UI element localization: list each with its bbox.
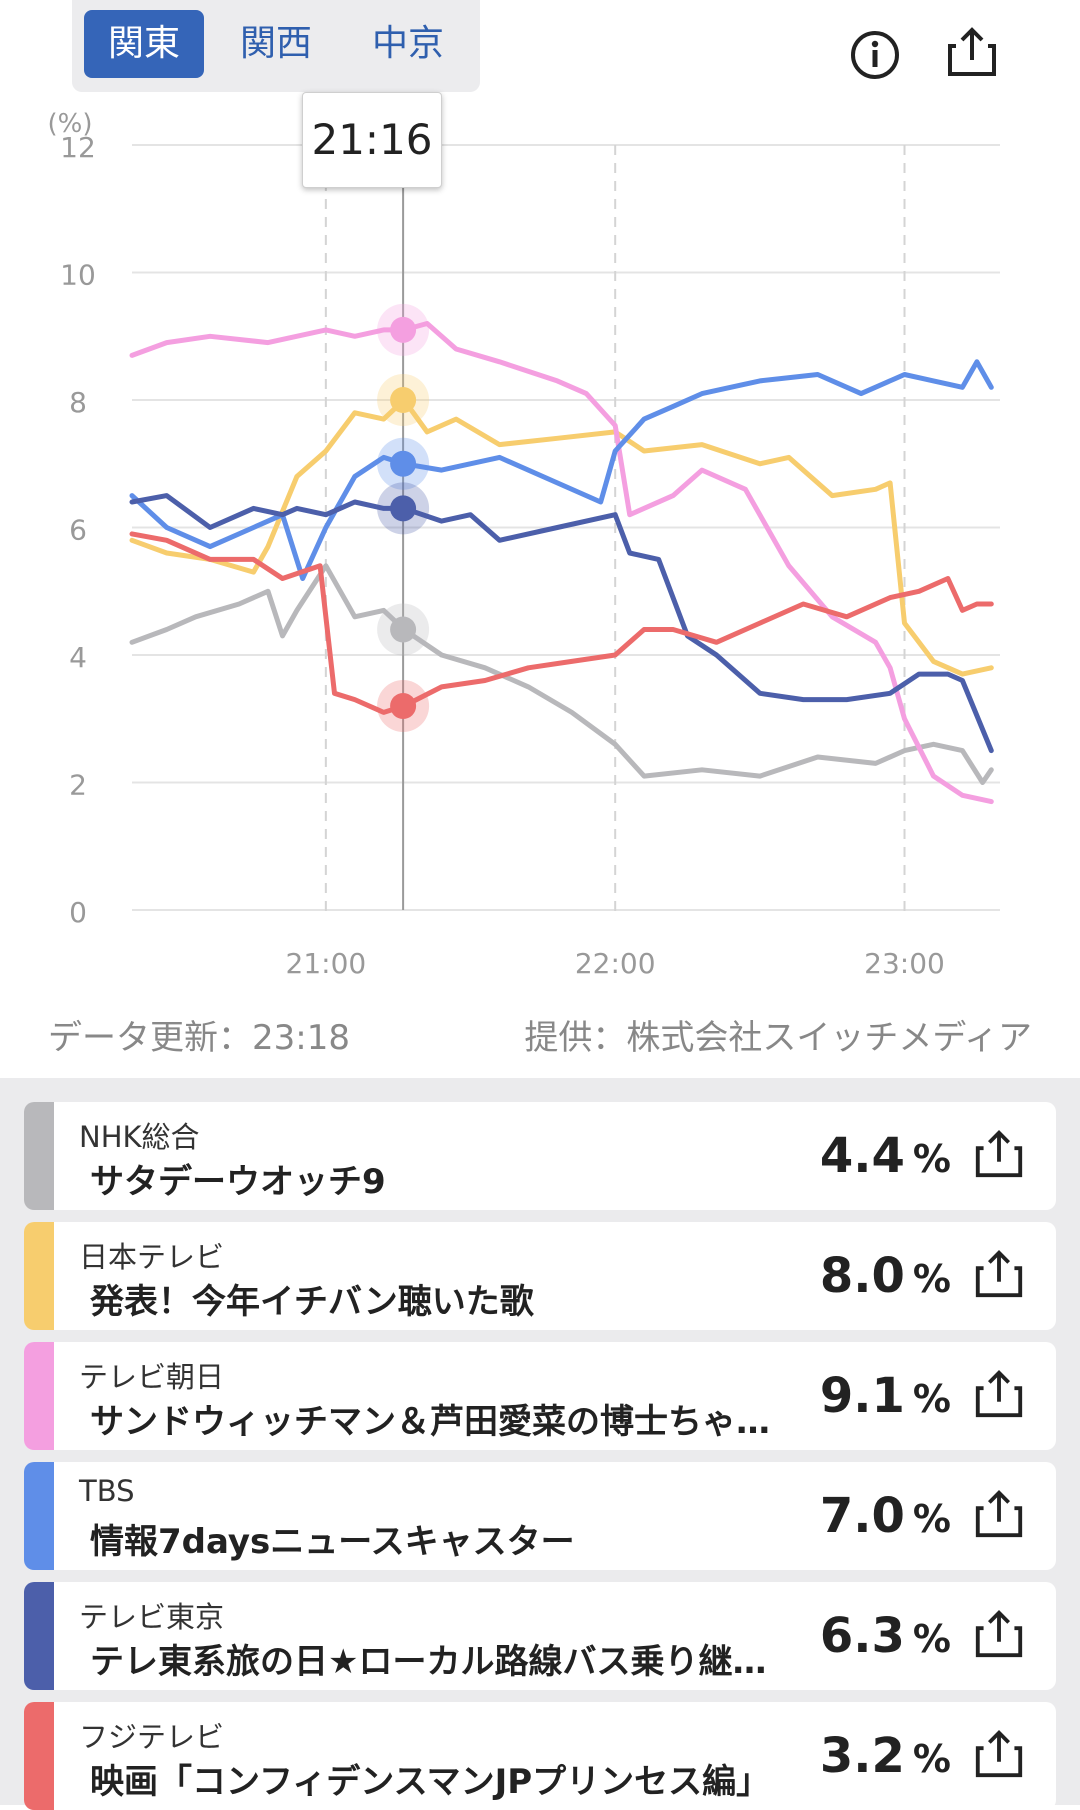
rating: 9.1% xyxy=(820,1368,951,1424)
data-provider-label: 提供：株式会社スイッチメディア xyxy=(524,1018,1032,1058)
y-tick-label: 8 xyxy=(69,386,87,419)
y-tick-label: 2 xyxy=(69,769,87,802)
channel-card-fuji-tv[interactable]: フジテレビ 映画「コンフィデンスマンJPプリンセス編」 3.2% xyxy=(24,1702,1056,1810)
channel-card-nhk[interactable]: NHK総合 サタデーウオッチ9 4.4% xyxy=(24,1102,1056,1210)
series-line xyxy=(129,531,994,715)
x-tick-label: 21:00 xyxy=(286,947,367,980)
rating-value: 9.1 xyxy=(819,1368,905,1424)
rating-value: 4.4 xyxy=(819,1128,905,1184)
rating-unit: % xyxy=(912,1617,951,1661)
series-marker xyxy=(390,316,417,343)
channel-name: フジテレビ xyxy=(79,1720,225,1754)
rating: 8.0% xyxy=(820,1248,951,1304)
channel-name: テレビ東京 xyxy=(79,1600,225,1634)
y-tick-label: 12 xyxy=(60,131,96,164)
rating: 6.3% xyxy=(820,1608,951,1664)
series-marker xyxy=(390,450,417,477)
tab-chukyo[interactable]: 中京 xyxy=(371,23,444,64)
data-updated-label: データ更新：23:18 xyxy=(48,1018,350,1058)
channel-card-tv-asahi[interactable]: テレビ朝日 サンドウィッチマン＆芦田愛菜の博士ちゃ… 9.1% xyxy=(24,1342,1056,1450)
rating-value: 6.3 xyxy=(819,1608,905,1664)
program-title: サタデーウオッチ9 xyxy=(90,1162,386,1202)
series-marker xyxy=(390,616,417,643)
series-marker xyxy=(390,693,417,719)
info-icon[interactable] xyxy=(848,28,902,82)
series-marker xyxy=(390,495,417,522)
channel-name: 日本テレビ xyxy=(79,1240,225,1274)
rating: 7.0% xyxy=(820,1488,951,1544)
channel-card-tv-tokyo[interactable]: テレビ東京 テレ東系旅の日★ローカル路線バス乗り継… 6.3% xyxy=(24,1582,1056,1690)
region-tab-bar: 関東 関西 中京 xyxy=(72,0,480,92)
rating: 3.2% xyxy=(820,1728,951,1784)
rating-value: 3.2 xyxy=(819,1728,905,1784)
share-icon[interactable] xyxy=(972,1366,1026,1422)
program-title: テレ東系旅の日★ローカル路線バス乗り継… xyxy=(90,1642,767,1682)
series-line xyxy=(129,563,994,785)
channel-card-tbs[interactable]: TBS 情報7daysニュースキャスター 7.0% xyxy=(24,1462,1056,1570)
series-marker xyxy=(390,387,417,413)
program-title: 情報7daysニュースキャスター xyxy=(90,1522,575,1562)
channel-card-ntv[interactable]: 日本テレビ 発表！今年イチバン聴いた歌 8.0% xyxy=(24,1222,1056,1330)
channel-color-bar xyxy=(24,1462,54,1570)
channel-color-bar xyxy=(24,1342,54,1450)
x-tick-label: 23:00 xyxy=(864,947,945,980)
channel-name: テレビ朝日 xyxy=(79,1360,225,1394)
channel-color-bar xyxy=(24,1102,54,1210)
y-tick-label: 0 xyxy=(69,896,87,929)
rating-value: 7.0 xyxy=(819,1488,905,1544)
share-icon[interactable] xyxy=(972,1126,1026,1182)
share-icon[interactable] xyxy=(972,1726,1026,1782)
y-tick-label: 4 xyxy=(69,641,87,674)
series-line xyxy=(129,359,994,581)
rating-unit: % xyxy=(912,1257,951,1301)
channel-name: NHK総合 xyxy=(79,1120,200,1154)
channel-name: TBS xyxy=(79,1474,135,1508)
channel-color-bar xyxy=(24,1222,54,1330)
y-axis-label: (%) xyxy=(48,109,93,139)
share-icon[interactable] xyxy=(972,1606,1026,1662)
y-tick-label: 10 xyxy=(60,259,96,292)
channel-color-bar xyxy=(24,1582,54,1690)
series-line xyxy=(129,493,994,754)
share-icon[interactable] xyxy=(944,24,998,78)
rating-unit: % xyxy=(912,1137,951,1181)
rating-unit: % xyxy=(912,1737,951,1781)
rating-unit: % xyxy=(912,1377,951,1421)
program-title: サンドウィッチマン＆芦田愛菜の博士ちゃ… xyxy=(90,1402,770,1442)
tab-kansai[interactable]: 関西 xyxy=(239,23,312,64)
rating-line-chart: 0 2 4 6 8 10 12 (%) 21:00 22:00 23:00 xyxy=(0,90,1080,1010)
time-tooltip: 21:16 xyxy=(302,92,442,188)
rating-value: 8.0 xyxy=(819,1248,905,1304)
channel-list: NHK総合 サタデーウオッチ9 4.4% 日本テレビ 発表！今年イチバン聴いた歌… xyxy=(0,1078,1080,1810)
program-title: 発表！今年イチバン聴いた歌 xyxy=(90,1282,534,1322)
share-icon[interactable] xyxy=(972,1246,1026,1302)
share-icon[interactable] xyxy=(972,1486,1026,1542)
series-line xyxy=(129,397,994,677)
tab-kanto[interactable]: 関東 xyxy=(84,10,204,78)
channel-color-bar xyxy=(24,1702,54,1810)
rating: 4.4% xyxy=(820,1128,951,1184)
program-title: 映画「コンフィデンスマンJPプリンセス編」 xyxy=(90,1762,771,1802)
rating-unit: % xyxy=(912,1497,951,1541)
x-tick-label: 22:00 xyxy=(575,947,656,980)
series-line xyxy=(129,321,994,805)
y-tick-label: 6 xyxy=(69,514,87,547)
